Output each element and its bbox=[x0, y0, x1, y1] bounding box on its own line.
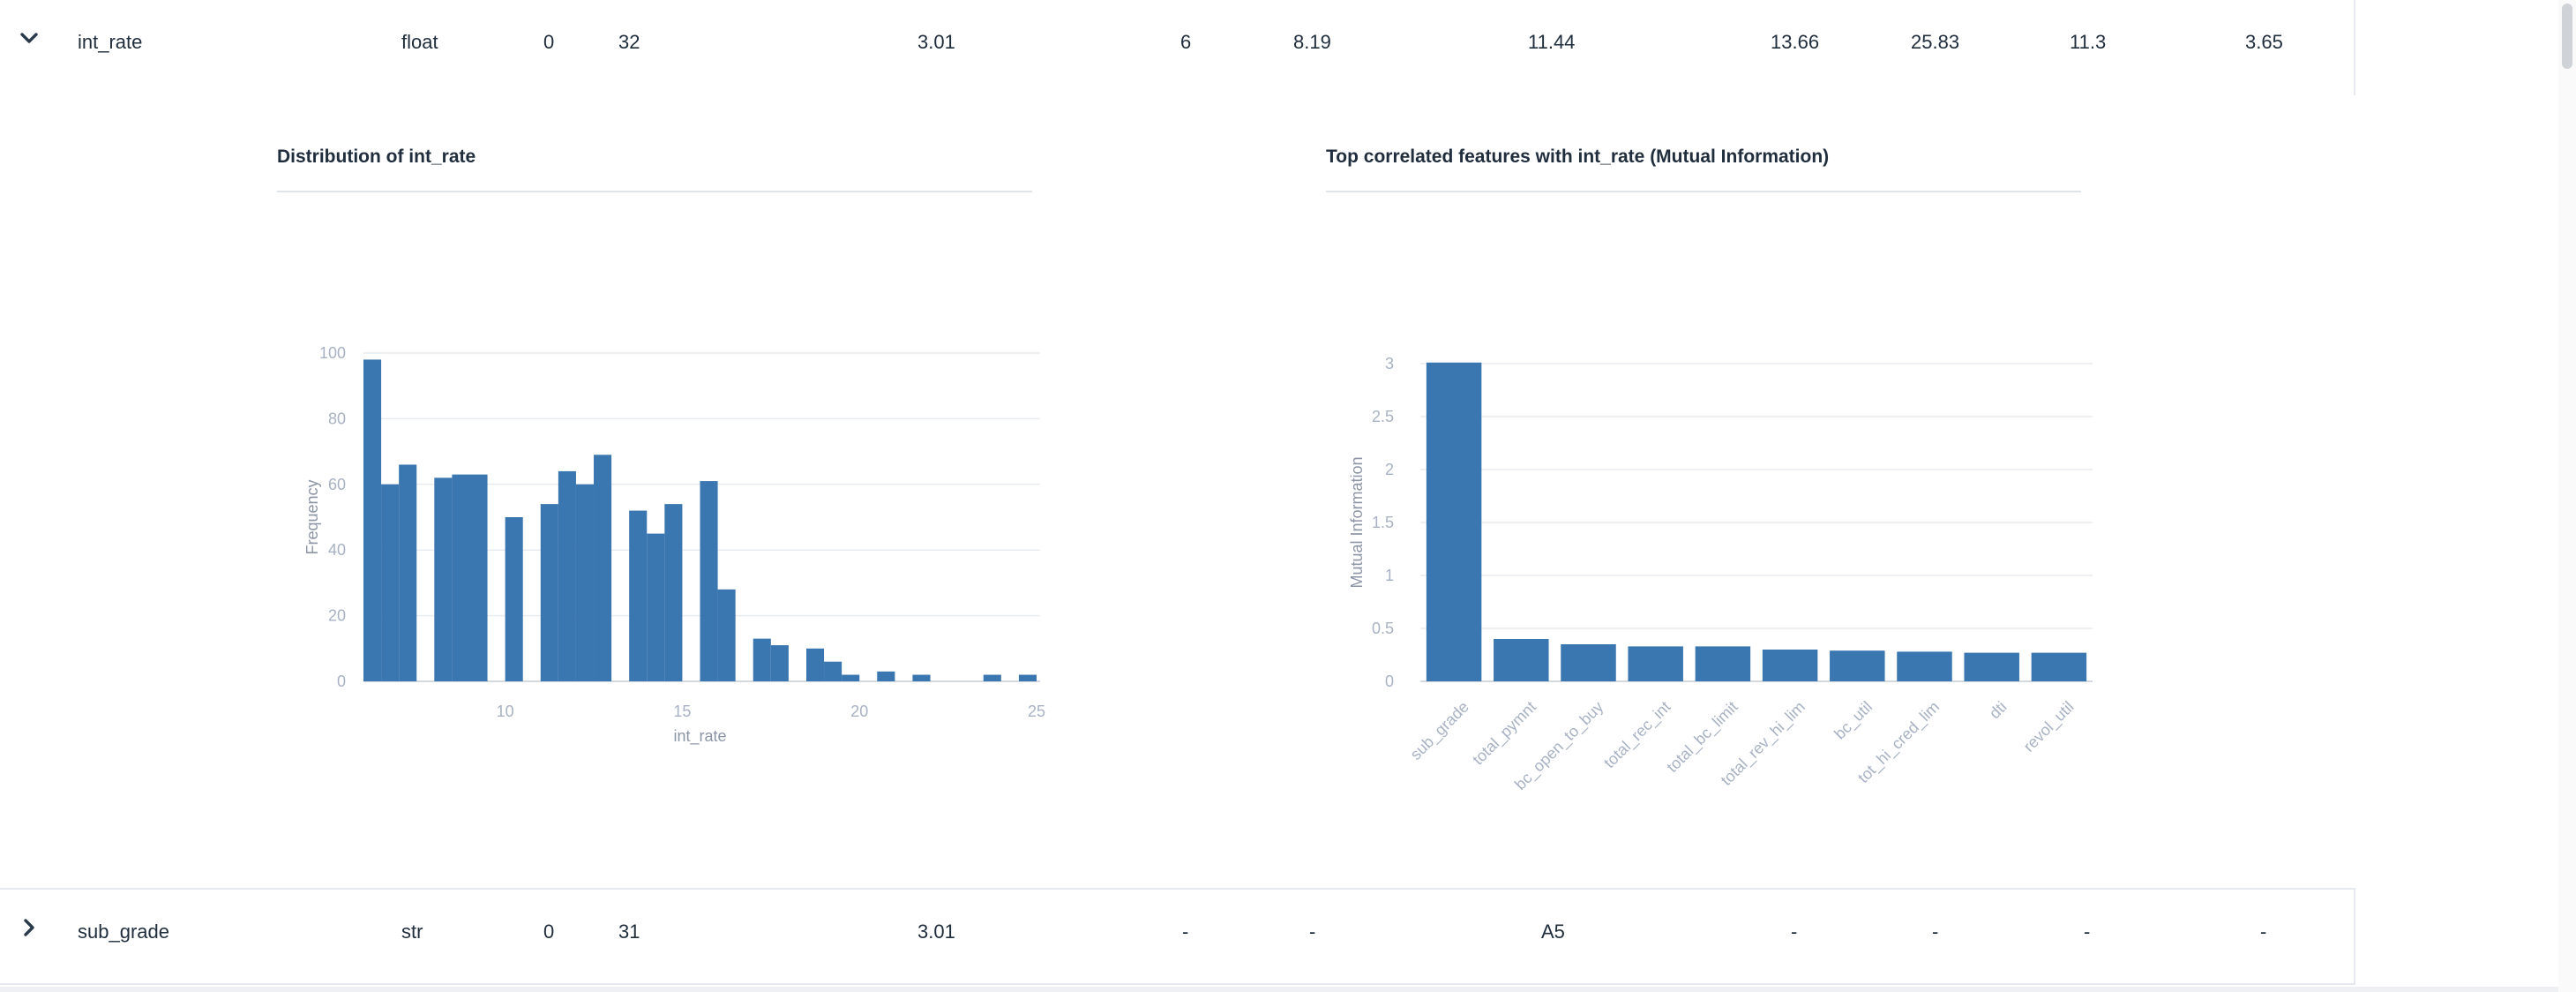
histogram-bar bbox=[647, 533, 665, 681]
cell-q1: 8.19 bbox=[1293, 31, 1331, 53]
chevron-right-icon[interactable] bbox=[19, 918, 39, 937]
histogram-bar bbox=[399, 464, 417, 681]
histogram-chart: 0 20 40 60 80 100 10 15 20 25 int_rate Frequency bbox=[303, 344, 1045, 746]
y-axis-label: Mutual Information bbox=[1348, 456, 1366, 588]
x-tick-label: 10 bbox=[497, 703, 514, 720]
y-tick-label: 40 bbox=[328, 541, 346, 559]
y-tick-label: 20 bbox=[328, 607, 346, 625]
cell-missing: 0 bbox=[543, 31, 555, 53]
mi-bar bbox=[1830, 650, 1885, 681]
chevron-down-icon[interactable] bbox=[19, 28, 39, 48]
cell-median: 11.44 bbox=[1528, 31, 1576, 53]
x-tick-label: total_rec_int bbox=[1600, 698, 1674, 772]
histogram-title-rule bbox=[277, 191, 1032, 192]
histogram-bar bbox=[753, 638, 771, 681]
cell-std: - bbox=[2260, 921, 2267, 943]
table-row-sub-grade[interactable]: sub_grade str 0 31 3.01 - - A5 - - - - bbox=[0, 888, 2355, 985]
cell-stat-1: 3.01 bbox=[917, 921, 955, 943]
x-tick-label: total_pymnt bbox=[1469, 698, 1540, 770]
histogram-bar bbox=[575, 484, 595, 681]
histogram-bar bbox=[824, 661, 842, 681]
histogram-bar bbox=[594, 455, 612, 681]
mi-bar bbox=[2031, 652, 2087, 681]
cell-q1: - bbox=[1309, 921, 1316, 943]
x-tick-label: 20 bbox=[850, 703, 868, 720]
cell-unique: 31 bbox=[618, 921, 640, 943]
cell-type: float bbox=[401, 31, 438, 53]
x-tick-label: sub_grade bbox=[1407, 698, 1473, 764]
mi-chart-title: Top correlated features with int_rate (M… bbox=[1326, 147, 1830, 167]
cell-min: - bbox=[1182, 921, 1189, 943]
x-tick-label: dti bbox=[1986, 698, 2011, 723]
cell-max: 25.83 bbox=[1911, 31, 1960, 53]
mi-chart-title-rule bbox=[1326, 191, 2081, 192]
cell-min: 6 bbox=[1180, 31, 1192, 53]
x-tick-label: 25 bbox=[1028, 703, 1045, 720]
histogram-bar bbox=[717, 589, 736, 681]
y-tick-label: 60 bbox=[328, 476, 346, 493]
y-tick-label: 2 bbox=[1385, 461, 1394, 478]
histogram-bar bbox=[700, 481, 718, 681]
cell-q3: - bbox=[1791, 921, 1798, 943]
y-tick-label: 2.5 bbox=[1372, 408, 1394, 425]
histogram-bar bbox=[381, 484, 400, 681]
y-tick-label: 0.5 bbox=[1372, 620, 1394, 637]
cell-q3: 13.66 bbox=[1771, 31, 1820, 53]
histogram-bar bbox=[805, 648, 825, 681]
y-tick-label: 0 bbox=[1385, 673, 1394, 690]
scrollbar-track[interactable] bbox=[2558, 0, 2576, 992]
x-axis-label: int_rate bbox=[673, 727, 726, 746]
histogram-bar bbox=[505, 517, 523, 681]
y-tick-label: 80 bbox=[328, 410, 346, 427]
y-axis-label: Frequency bbox=[303, 479, 321, 554]
histogram-bar bbox=[983, 674, 1001, 681]
mi-bar bbox=[1762, 650, 1818, 681]
histogram-bar bbox=[629, 510, 648, 681]
scrollbar-thumb[interactable] bbox=[2562, 4, 2572, 69]
cell-median: A5 bbox=[1541, 921, 1565, 943]
histogram-bar bbox=[842, 674, 860, 681]
cell-unique: 32 bbox=[618, 31, 640, 53]
mi-bar bbox=[1426, 362, 1482, 681]
histogram-bar bbox=[770, 645, 789, 681]
cell-type: str bbox=[401, 921, 423, 943]
histogram-bar bbox=[363, 359, 382, 681]
histogram-bar bbox=[452, 474, 488, 681]
histogram-bar bbox=[912, 674, 931, 681]
mi-bar bbox=[1561, 644, 1616, 681]
y-tick-label: 3 bbox=[1385, 355, 1394, 372]
x-tick-label: revol_util bbox=[2020, 698, 2078, 756]
cell-max: - bbox=[1932, 921, 1939, 943]
mi-bar bbox=[1695, 646, 1751, 681]
mi-bar bbox=[1494, 639, 1549, 681]
histogram-bar bbox=[558, 470, 576, 681]
cell-stat-1: 3.01 bbox=[917, 31, 955, 53]
y-tick-label: 1 bbox=[1385, 567, 1394, 584]
histogram-bar bbox=[877, 671, 895, 681]
x-tick-label: bc_util bbox=[1831, 698, 1876, 744]
cell-mean: - bbox=[2084, 921, 2091, 943]
cell-missing: 0 bbox=[543, 921, 555, 943]
histogram-title: Distribution of int_rate bbox=[277, 147, 476, 167]
mutual-information-chart: 00.511.522.53sub_gradetotal_pymntbc_open… bbox=[1348, 355, 2093, 794]
table-row-int-rate[interactable]: int_rate float 0 32 3.01 6 8.19 11.44 13… bbox=[0, 0, 2355, 95]
y-tick-label: 0 bbox=[337, 673, 346, 690]
y-tick-label: 100 bbox=[319, 344, 346, 362]
mi-bar bbox=[1897, 651, 1952, 681]
histogram-bar bbox=[664, 504, 683, 681]
histogram-bar bbox=[540, 504, 558, 681]
y-tick-label: 1.5 bbox=[1372, 514, 1394, 531]
histogram-bar bbox=[1018, 674, 1037, 681]
mi-bar bbox=[1628, 646, 1683, 681]
histogram-bar bbox=[434, 477, 453, 681]
x-tick-label: 15 bbox=[673, 703, 691, 720]
cell-mean: 11.3 bbox=[2070, 31, 2107, 53]
cell-name: int_rate bbox=[78, 31, 143, 53]
detail-panel: Distribution of int_rate Top correlated … bbox=[0, 94, 2354, 888]
cell-std: 3.65 bbox=[2245, 31, 2283, 53]
row-divider bbox=[0, 987, 2558, 992]
mi-bar bbox=[1964, 652, 2019, 681]
cell-name: sub_grade bbox=[78, 921, 169, 943]
